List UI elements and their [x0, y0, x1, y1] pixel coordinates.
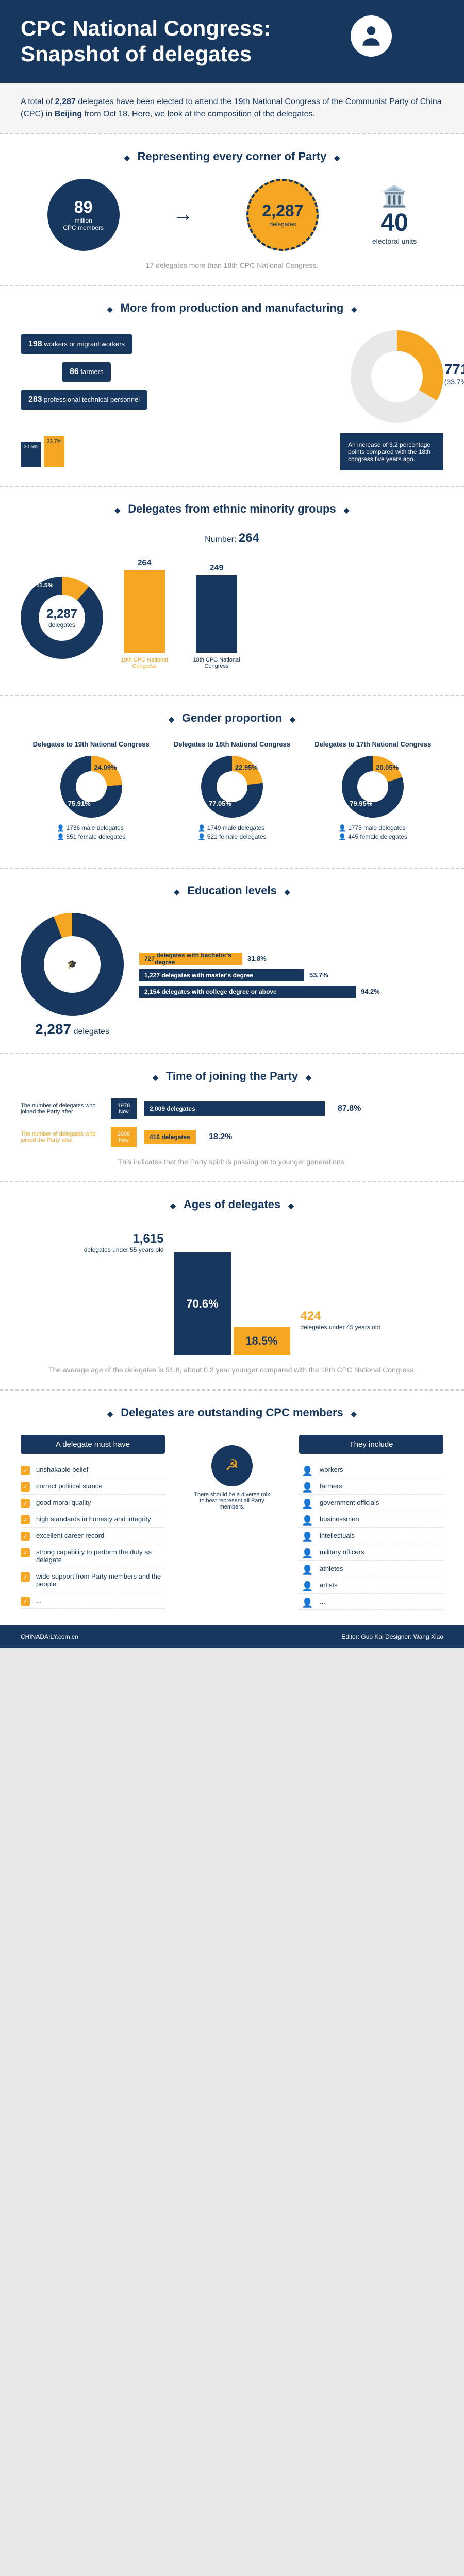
education-donut: 🎓	[21, 913, 124, 1016]
bar-19th: 264 19th CPC National Congress	[119, 558, 170, 669]
section-education: Education levels 🎓 2,287 delegates 727 d…	[0, 868, 464, 1053]
include-item: ...	[299, 1594, 443, 1610]
bar-18th: 249 18th CPC National Congress	[191, 564, 242, 669]
section-title: Ages of delegates	[21, 1198, 443, 1211]
ethnic-bar-chart: 264 19th CPC National Congress 249 18th …	[119, 566, 242, 669]
col-header: A delegate must have	[21, 1435, 165, 1454]
header: CPC National Congress: Snapshot of deleg…	[0, 0, 464, 83]
section-title: Education levels	[21, 884, 443, 897]
center-badge: ☭ There should be a diverse mix to best …	[186, 1445, 278, 1510]
section-title: Time of joining the Party	[21, 1070, 443, 1083]
education-bars: 727 delegates with bachelor's degree 31.…	[139, 948, 443, 1002]
must-item: unshakable belief	[21, 1462, 165, 1478]
section-note: The average age of the delegates is 51.8…	[21, 1366, 443, 1374]
age-stat-55: 1,615 delegates under 55 years old	[84, 1232, 164, 1253]
section-gender: Gender proportion Delegates to 19th Nati…	[0, 695, 464, 868]
include-item: workers	[299, 1462, 443, 1478]
header-person-icon	[351, 15, 392, 57]
gender-pie: 20.05% 79.95%	[342, 756, 404, 818]
production-donut-chart: 771 delegates (33.7% of the total)	[351, 330, 443, 423]
section-note: This indicates that the Party spirit is …	[21, 1158, 443, 1166]
pct-bar-2: 33.7%	[44, 436, 64, 467]
cpc-members-stat: 89 million CPC members	[47, 179, 120, 251]
include-col: They include workersfarmersgovernment of…	[299, 1435, 443, 1610]
ethnic-pie-chart: 2,287delegates 11.5%	[21, 577, 103, 659]
professional-tag: 283 professional technical personnel	[21, 390, 147, 410]
must-item: good moral quality	[21, 1495, 165, 1511]
footer: CHINADAILY.com.cn Editor: Guo Kai Design…	[0, 1625, 464, 1648]
must-item: high standards in honesty and integrity	[21, 1511, 165, 1528]
must-item: ...	[21, 1592, 165, 1609]
section-note: 17 delegates more than 18th CPC National…	[21, 261, 443, 269]
gender-col: Delegates to 18th National Congress 22.9…	[161, 740, 302, 842]
edu-bar-row: 1,227 delegates with master's degree 53.…	[139, 969, 443, 981]
section-ethnic: Delegates from ethnic minority groups Nu…	[0, 486, 464, 695]
include-item: athletes	[299, 1561, 443, 1577]
party-emblem-icon: ☭	[211, 1445, 253, 1486]
arrow-icon: →	[173, 203, 193, 226]
include-item: intellectuals	[299, 1528, 443, 1544]
section-title: Delegates from ethnic minority groups	[21, 502, 443, 516]
section-representing: Representing every corner of Party 89 mi…	[0, 133, 464, 285]
include-item: farmers	[299, 1478, 443, 1495]
donut-label: 771 delegates (33.7% of the total)	[444, 361, 464, 386]
intro-text: A total of 2,287 delegates have been ele…	[0, 83, 464, 133]
must-item: excellent career record	[21, 1528, 165, 1544]
title-line2: Snapshot of delegates	[21, 42, 252, 66]
workers-tag: 198 workers or migrant workers	[21, 334, 132, 354]
increase-note: An increase of 3.2 percentage points com…	[340, 433, 443, 470]
include-item: businessmen	[299, 1511, 443, 1528]
must-item: strong capability to perform the duty as…	[21, 1544, 165, 1568]
section-title: Delegates are outstanding CPC members	[21, 1406, 443, 1419]
age-stat-45: 424 delegates under 45 years old	[301, 1309, 380, 1331]
section-time-joining: Time of joining the Party The number of …	[0, 1053, 464, 1181]
section-title: Representing every corner of Party	[21, 150, 443, 163]
section-production: More from production and manufacturing 1…	[0, 285, 464, 486]
title-line1: CPC National Congress:	[21, 16, 271, 40]
time-row-1978: The number of delegates who joined the P…	[21, 1098, 443, 1119]
gender-col: Delegates to 19th National Congress 24.0…	[21, 740, 161, 842]
age-bar-chart: 70.6% 18.5%	[174, 1227, 290, 1355]
section-outstanding: Delegates are outstanding CPC members A …	[0, 1389, 464, 1625]
include-item: government officials	[299, 1495, 443, 1511]
include-item: artists	[299, 1577, 443, 1594]
pie-pct-label: 11.5%	[36, 582, 53, 589]
gender-col: Delegates to 17th National Congress 20.0…	[303, 740, 443, 842]
delegates-stat: 2,287 delegates	[246, 179, 319, 251]
time-row-2000: The number of delegates who joined the P…	[21, 1127, 443, 1147]
must-item: wide support from Party members and the …	[21, 1568, 165, 1592]
footer-brand: CHINADAILY.com.cn	[21, 1633, 78, 1640]
gender-pie: 22.95% 77.05%	[201, 756, 263, 818]
gender-pie: 24.09% 75.91%	[60, 756, 122, 818]
infographic-page: CPC National Congress: Snapshot of deleg…	[0, 0, 464, 1648]
farmers-tag: 86 farmers	[62, 362, 111, 382]
pct-bar-1: 30.5%	[21, 442, 41, 467]
must-have-col: A delegate must have unshakable beliefco…	[21, 1435, 165, 1610]
edu-bar-row: 2,154 delegates with college degree or a…	[139, 986, 443, 998]
section-title: More from production and manufacturing	[21, 301, 443, 315]
col-header: They include	[299, 1435, 443, 1454]
footer-credit: Editor: Guo Kai Designer: Wang Xiao	[341, 1633, 443, 1640]
include-item: military officers	[299, 1544, 443, 1561]
must-item: correct political stance	[21, 1478, 165, 1495]
section-title: Gender proportion	[21, 711, 443, 725]
edu-bar-row: 727 delegates with bachelor's degree 31.…	[139, 953, 443, 965]
electoral-units-stat: 🏛️ 40 electoral units	[372, 184, 417, 245]
section-ages: Ages of delegates 1,615 delegates under …	[0, 1181, 464, 1389]
